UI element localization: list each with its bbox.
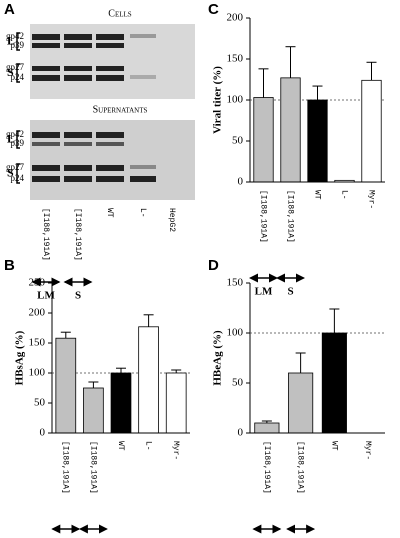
bar xyxy=(138,326,159,434)
x-tick-label: L- xyxy=(339,190,348,200)
bar xyxy=(165,372,187,434)
x-tick-label: WT xyxy=(312,190,321,200)
y-tick-label: 200 xyxy=(227,12,244,24)
y-tick-label: 100 xyxy=(227,94,244,106)
bracket xyxy=(16,63,20,83)
y-axis-label: HBsAg (%) xyxy=(14,330,26,385)
y-tick-label: 0 xyxy=(238,176,244,188)
lane-label: WT xyxy=(105,208,114,218)
bar xyxy=(280,77,301,183)
band-label: gp27 xyxy=(6,162,25,172)
lane-label: [I188,191A] xyxy=(41,208,50,261)
blot-bands xyxy=(32,34,156,81)
bar xyxy=(83,387,104,434)
x-tick-label: Myr- xyxy=(171,441,180,460)
group-label: S xyxy=(298,537,304,538)
group-label: LM xyxy=(255,286,273,298)
x-tick-label: [I188,191A] xyxy=(262,441,271,494)
bracket-label: S xyxy=(7,65,14,79)
group-label: S xyxy=(90,537,96,538)
x-tick-label: Myr- xyxy=(363,441,372,460)
x-tick-label: [I188,191A] xyxy=(285,190,294,243)
y-tick-label: 150 xyxy=(227,53,244,65)
panel-letter: D xyxy=(208,257,219,274)
y-tick-label: 250 xyxy=(29,277,46,289)
group-label: LM xyxy=(258,537,276,538)
x-tick-label: [I188,191A] xyxy=(88,441,97,494)
y-tick-label: 150 xyxy=(29,337,46,349)
bracket xyxy=(16,163,20,184)
lane-label: [I188,191A] xyxy=(73,208,82,261)
bar xyxy=(55,337,77,434)
y-axis-label: Viral titer (%) xyxy=(212,66,224,134)
panel-letter: C xyxy=(208,1,219,18)
x-tick-label: WT xyxy=(329,441,338,451)
section-label: Cells xyxy=(108,8,131,19)
y-tick-label: 50 xyxy=(232,377,244,389)
x-tick-label: [I188,191A] xyxy=(296,441,305,494)
y-tick-label: 50 xyxy=(34,397,46,409)
group-label: LM xyxy=(57,537,75,538)
bracket xyxy=(16,130,20,149)
blot-panel: A Cells Supernatants xyxy=(4,1,195,200)
y-tick-label: 200 xyxy=(29,307,46,319)
y-tick-label: 50 xyxy=(232,135,244,147)
x-tick-label: [I188,191A] xyxy=(61,441,70,494)
group-label: S xyxy=(287,286,293,298)
y-tick-label: 100 xyxy=(29,367,46,379)
bar xyxy=(254,422,280,434)
panel-letter: A xyxy=(4,1,15,18)
band-label: gp42 xyxy=(6,129,24,139)
y-tick-label: 0 xyxy=(40,427,46,439)
group-label: S xyxy=(75,290,81,302)
bracket-label: S xyxy=(7,165,14,179)
y-tick-label: 0 xyxy=(238,427,244,439)
x-tick-label: WT xyxy=(116,441,125,451)
lane-label: HepG2 xyxy=(167,208,176,232)
lane-label: L- xyxy=(138,208,147,218)
y-tick-label: 100 xyxy=(227,327,244,339)
blot-bands xyxy=(32,132,156,182)
bar xyxy=(253,97,274,183)
bar xyxy=(321,332,347,434)
section-label: Supernatants xyxy=(93,104,148,115)
bar xyxy=(110,372,132,434)
x-tick-label: [I188,191A] xyxy=(258,190,267,243)
bar xyxy=(361,79,382,183)
x-tick-label: L- xyxy=(143,441,152,451)
y-axis-label: HBeAg (%) xyxy=(212,330,224,386)
bracket xyxy=(16,32,20,51)
bracket-label: L xyxy=(7,33,15,47)
bar xyxy=(307,99,328,183)
y-tick-label: 150 xyxy=(227,277,244,289)
x-tick-label: Myr- xyxy=(366,190,375,209)
band-label: gp27 xyxy=(6,62,25,72)
group-label: LM xyxy=(37,290,55,302)
bracket-label: L xyxy=(7,131,15,145)
panel-letter: B xyxy=(4,257,15,274)
bar xyxy=(288,372,314,434)
band-label: gp42 xyxy=(6,31,24,41)
